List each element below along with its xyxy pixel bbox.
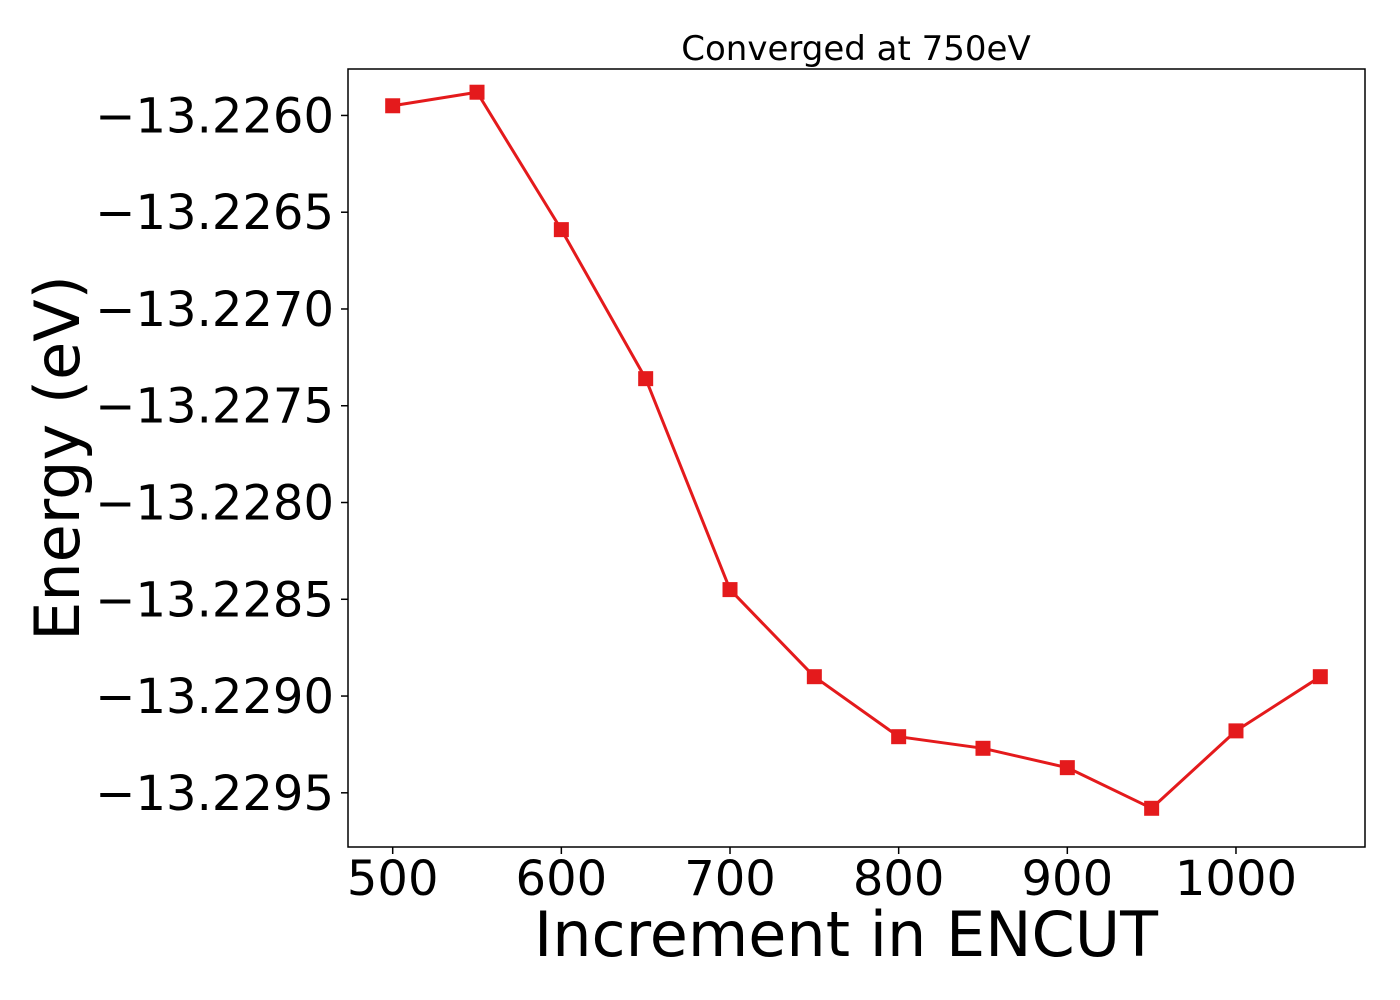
data-point-marker [806, 669, 822, 685]
x-tick-label: 500 [347, 851, 439, 907]
plot-frame [347, 68, 1366, 848]
series-line [392, 90, 1322, 810]
plot-layer [385, 84, 1328, 816]
data-point-marker [722, 582, 738, 598]
data-point-marker [385, 98, 401, 114]
data-point-marker [1312, 669, 1328, 685]
y-tick-label: −13.2270 [95, 282, 334, 338]
data-point-marker [553, 222, 569, 238]
y-tick-label: −13.2275 [95, 379, 334, 435]
data-point-marker [638, 371, 654, 387]
data-point-marker [891, 729, 907, 745]
y-axis-label: Energy (eV) [21, 275, 94, 641]
data-point-marker [975, 740, 991, 756]
y-tick-label: −13.2295 [95, 766, 334, 822]
x-tick-label: 600 [516, 851, 608, 907]
x-tick-label: 900 [1022, 851, 1114, 907]
y-tick-label: −13.2265 [95, 185, 334, 241]
y-tick-label: −13.2260 [95, 88, 334, 144]
x-tick-label: 800 [853, 851, 945, 907]
y-tick-label: −13.2280 [95, 476, 334, 532]
axis-layer: 500 600 700 800 900 1000 −13.2295 −13.2290 −13.2… [95, 88, 1297, 907]
x-axis-label: Increment in ENCUT [534, 898, 1159, 971]
data-point-marker [1059, 760, 1075, 776]
y-tick-label: −13.2285 [95, 572, 334, 628]
data-point-marker [1228, 723, 1244, 739]
x-tick-label: 700 [684, 851, 776, 907]
data-point-marker [1144, 800, 1160, 816]
x-tick-label: 1000 [1175, 851, 1297, 907]
y-tick-label: −13.2290 [95, 669, 334, 725]
chart-title: Converged at 750eV [681, 29, 1030, 69]
data-point-marker [469, 84, 485, 100]
